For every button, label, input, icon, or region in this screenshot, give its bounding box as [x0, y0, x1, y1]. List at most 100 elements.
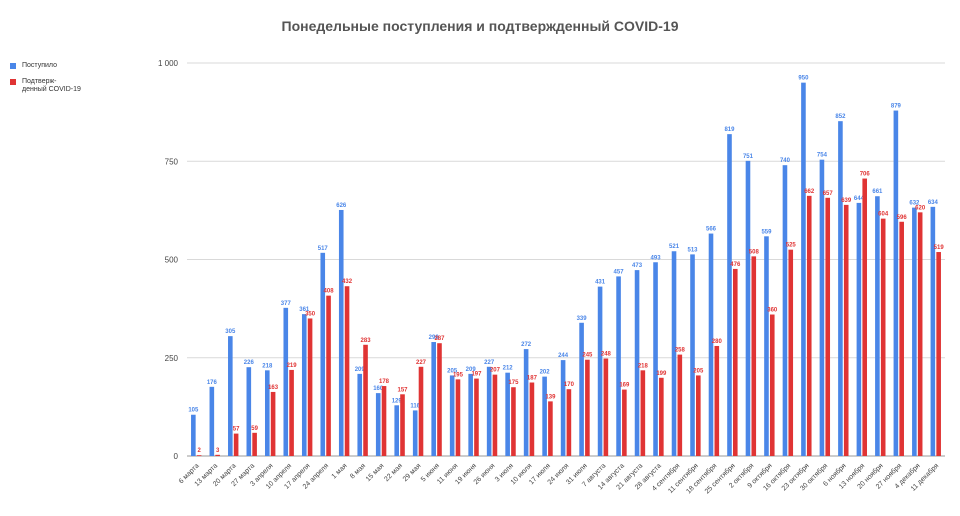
bar-confirmed	[862, 178, 868, 457]
bar-confirmed	[806, 195, 812, 457]
bar-admitted	[301, 314, 307, 456]
y-tick-label: 250	[165, 354, 179, 363]
bar-confirmed	[936, 252, 941, 456]
data-label-confirmed: 199	[656, 371, 667, 377]
data-label-admitted: 209	[466, 367, 477, 373]
data-label-admitted: 160	[373, 386, 384, 392]
data-label-confirmed: 476	[730, 262, 741, 268]
bar-confirmed	[270, 391, 276, 456]
bar-admitted	[579, 322, 584, 456]
data-label-confirmed: 620	[915, 205, 926, 211]
bar-confirmed	[751, 256, 757, 456]
bar-admitted	[431, 342, 436, 456]
data-label-admitted: 129	[392, 398, 403, 404]
bar-confirmed	[825, 197, 831, 456]
bar-admitted	[228, 336, 233, 456]
bar-admitted	[708, 233, 714, 456]
bar-confirmed	[603, 358, 609, 456]
bar-admitted	[394, 405, 400, 456]
bar-admitted	[893, 110, 899, 456]
data-label-admitted: 457	[614, 269, 625, 275]
bar-admitted	[209, 386, 215, 456]
data-label-admitted: 521	[669, 244, 680, 250]
data-label-confirmed: 3	[216, 448, 220, 454]
bar-confirmed	[659, 377, 664, 456]
bar-confirmed	[307, 318, 313, 456]
data-label-confirmed: 662	[804, 189, 815, 195]
data-label-confirmed: 195	[453, 372, 464, 378]
bar-confirmed	[843, 204, 849, 456]
bar-confirmed	[344, 286, 350, 456]
data-label-admitted: 740	[780, 158, 791, 164]
data-label-admitted: 559	[761, 229, 772, 235]
bar-admitted	[191, 414, 196, 456]
bar-confirmed	[677, 354, 683, 456]
bar-confirmed	[289, 369, 294, 456]
bar-confirmed	[326, 295, 331, 456]
data-label-admitted: 626	[336, 203, 347, 209]
data-label-confirmed: 350	[305, 311, 316, 317]
data-label-admitted: 751	[743, 154, 754, 160]
data-label-confirmed: 227	[416, 360, 427, 366]
bar-admitted	[560, 360, 566, 456]
bar-admitted	[671, 251, 677, 456]
data-label-admitted: 116	[410, 403, 420, 409]
bar-admitted	[357, 373, 363, 456]
bar-admitted	[930, 206, 936, 456]
data-label-admitted: 634	[928, 200, 939, 206]
data-label-confirmed: 187	[527, 376, 538, 382]
data-label-admitted: 754	[817, 153, 828, 159]
data-label-confirmed: 170	[564, 382, 575, 388]
data-label-confirmed: 139	[545, 394, 556, 400]
bar-admitted	[375, 393, 381, 456]
y-tick-label: 750	[165, 157, 179, 166]
bar-admitted	[597, 286, 603, 456]
bar-admitted	[875, 196, 880, 457]
bar-confirmed	[474, 378, 479, 456]
bar-admitted	[246, 367, 252, 456]
legend-label-confirmed: Подтверж- денный COVID-19	[22, 78, 81, 93]
data-label-admitted: 644	[854, 196, 865, 202]
data-label-admitted: 272	[521, 342, 532, 348]
bar-admitted	[653, 262, 658, 456]
data-label-admitted: 431	[595, 280, 606, 286]
data-label-confirmed: 57	[233, 427, 240, 433]
bar-admitted	[745, 160, 751, 456]
data-label-admitted: 305	[225, 329, 236, 335]
bar-admitted	[505, 372, 510, 456]
data-label-confirmed: 169	[619, 383, 630, 389]
data-label-confirmed: 519	[934, 245, 945, 251]
data-label-admitted: 205	[447, 368, 458, 374]
data-label-admitted: 513	[688, 247, 699, 253]
bar-admitted	[801, 82, 806, 457]
bar-confirmed	[917, 212, 923, 456]
bar-confirmed	[788, 249, 794, 456]
bar-admitted	[523, 349, 529, 456]
bar-admitted	[616, 276, 621, 456]
bar-admitted	[320, 252, 326, 456]
data-label-confirmed: 360	[767, 308, 778, 314]
data-label-admitted: 209	[355, 367, 366, 373]
data-label-admitted: 879	[891, 104, 902, 110]
bar-admitted	[542, 376, 547, 456]
data-label-admitted: 244	[558, 353, 569, 359]
data-label-confirmed: 283	[361, 338, 372, 344]
bar-confirmed	[455, 379, 461, 456]
data-label-confirmed: 207	[490, 368, 501, 374]
bar-confirmed	[400, 394, 405, 456]
bar-admitted	[727, 134, 732, 456]
legend-label-admitted: Поступило	[22, 62, 57, 69]
bar-confirmed	[622, 389, 627, 456]
bar-confirmed	[769, 314, 775, 456]
bar-admitted	[486, 366, 492, 456]
bar-admitted	[338, 209, 344, 456]
data-label-confirmed: 432	[342, 279, 353, 285]
y-tick-label: 0	[174, 452, 179, 461]
data-label-admitted: 290	[429, 335, 440, 341]
bar-admitted	[449, 375, 455, 456]
data-label-confirmed: 596	[897, 215, 908, 221]
data-label-confirmed: 248	[601, 352, 612, 358]
data-label-admitted: 339	[577, 316, 588, 322]
